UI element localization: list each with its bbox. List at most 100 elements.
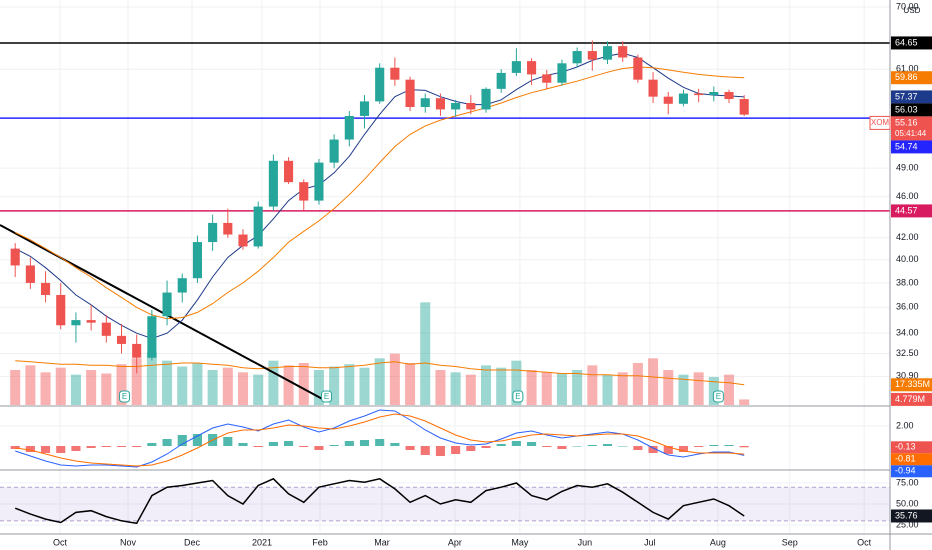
candle-body [557, 63, 567, 83]
macd-histogram-bar [420, 446, 430, 455]
volume-bar [572, 370, 583, 405]
x-tick-label: May [511, 537, 529, 547]
symbol-label: XOM [871, 118, 890, 127]
candle-body [694, 93, 704, 96]
volume-bar [405, 363, 416, 405]
signal-line [15, 413, 745, 467]
symbol-tag [869, 115, 891, 130]
y-tick-label: 30.90 [896, 371, 919, 381]
macd-tag [891, 465, 932, 478]
candle-body [390, 67, 400, 80]
volume-bar [207, 370, 218, 405]
currency-label[interactable]: USD [904, 6, 921, 15]
volume-bar [648, 358, 659, 405]
x-tick-label: Sep [782, 537, 798, 547]
price-tag [891, 140, 932, 154]
price-tag [891, 103, 932, 117]
volume-bar [693, 372, 704, 405]
rsi-line [14, 477, 745, 525]
candle-body [481, 88, 491, 110]
macd-histogram-bar [253, 446, 263, 447]
y-tick-label: 36.00 [896, 302, 919, 312]
candle-body [299, 182, 309, 201]
moving-average [14, 66, 745, 320]
macd-histogram-bar [238, 443, 248, 446]
volume-bar [723, 374, 735, 405]
macd-tag-label: -0.13 [895, 442, 916, 452]
volume-bar [146, 352, 157, 405]
x-tick-label: Apr [448, 537, 462, 547]
volume-bar [10, 370, 21, 405]
candle-body [709, 91, 719, 96]
macd-histogram-bar [405, 446, 415, 450]
macd-histogram-bar [451, 446, 461, 454]
x-tick-label: Oct [857, 537, 872, 547]
earnings-marker [321, 390, 333, 403]
candle-body [527, 61, 537, 75]
volume-bar [40, 372, 51, 405]
volume-bar [222, 367, 233, 405]
price-tag-label: 56.03 [895, 104, 918, 114]
candle-body [56, 294, 66, 326]
candle-body [663, 96, 673, 104]
macd-histogram-bar [284, 441, 294, 446]
volume-bar [131, 358, 142, 405]
volume-bar [162, 360, 173, 405]
volume-bar [678, 374, 689, 405]
volume-bar [420, 302, 431, 405]
price-tag [891, 36, 932, 50]
macd-histogram-bar [132, 446, 142, 447]
candle-body [678, 93, 689, 104]
earnings-label: E [122, 392, 127, 401]
rsi-tag-label: 35.76 [895, 510, 918, 520]
earnings-label: E [324, 392, 329, 401]
candle-body [435, 98, 445, 110]
countdown-label: 05:41:44 [895, 129, 927, 138]
candle-body [314, 162, 324, 201]
volume-bar [55, 367, 66, 405]
volume-bar [739, 399, 750, 405]
earnings-marker [712, 390, 724, 403]
macd-histogram-bar [466, 446, 476, 451]
candle-body [602, 46, 613, 60]
y-tick-label: 34.00 [896, 328, 919, 338]
candle-body [344, 115, 354, 140]
earnings-label: E [515, 392, 520, 401]
candle-body [618, 46, 628, 58]
macd-tag-label: -0.94 [895, 466, 916, 476]
macd-histogram-bar [709, 445, 719, 446]
candle-body [41, 282, 51, 295]
x-tick-label: Jun [578, 537, 593, 547]
volume-bar [283, 365, 294, 405]
candle-body [511, 61, 521, 73]
volume-bar [526, 370, 537, 405]
macd-histogram-bar [390, 443, 400, 446]
candle-body [25, 265, 35, 283]
volume-bar [465, 374, 476, 405]
macd-histogram-bar [71, 446, 81, 451]
candle-body [284, 160, 294, 183]
volume-bar [480, 365, 492, 405]
price-tag [891, 204, 932, 218]
candle-body [496, 72, 506, 89]
rsi-band [0, 487, 890, 521]
candle-body [359, 101, 370, 116]
volume-bar [70, 374, 81, 405]
macd-histogram-bar [329, 445, 339, 446]
volume-bar [268, 360, 279, 405]
price-tag-label: 64.65 [895, 37, 918, 47]
candle-body [375, 67, 385, 102]
macd-histogram-bar [223, 437, 233, 446]
candle-body [587, 51, 597, 60]
candle-body [177, 278, 187, 293]
macd-histogram-bar [511, 441, 521, 446]
macd-tag-label: -0.81 [895, 454, 916, 464]
volume-bar [86, 370, 97, 405]
candle-body [10, 248, 20, 266]
volume-bar [602, 374, 613, 405]
volume-bar [435, 370, 446, 405]
macd-histogram-bar [618, 446, 628, 447]
candle-body [633, 57, 643, 80]
volume-bar [329, 366, 340, 405]
